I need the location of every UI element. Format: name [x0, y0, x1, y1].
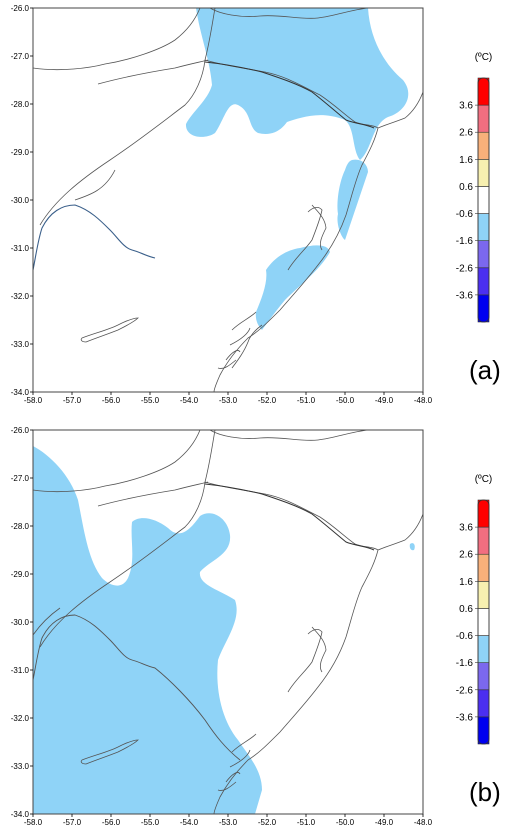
x-tick-label: -51.0 [297, 396, 316, 405]
y-tick-label: -34.0 [11, 810, 30, 819]
y-tick-label: -33.0 [11, 762, 30, 771]
colorbar-label: 0.6 [459, 604, 473, 615]
colorbar-segment [477, 267, 490, 296]
colorbar-unit: (ºC) [475, 52, 493, 63]
colorbar-segment [477, 77, 490, 106]
river-a-west [33, 204, 156, 271]
colorbar-label: -0.6 [456, 209, 474, 220]
colorbar-label: 2.6 [459, 550, 473, 561]
colorbar-segment [477, 240, 490, 269]
y-tick-label: -26.0 [11, 426, 30, 435]
y-tick-label: -29.0 [11, 148, 30, 157]
colorbar-segment [477, 213, 490, 241]
colorbar-segment [477, 662, 490, 691]
x-tick-label: -49.0 [375, 818, 394, 827]
colorbar-segment [477, 553, 490, 582]
coast-spot-b [409, 543, 415, 551]
colorbar-segment [477, 526, 490, 555]
colorbar-outline [477, 77, 490, 323]
colorbar-segment [477, 689, 490, 718]
y-tick-label: -28.0 [11, 522, 30, 531]
anomaly-region-a-coast [255, 245, 330, 330]
anomaly-region-a-lagoon [337, 159, 368, 240]
colorbar-segment [477, 635, 490, 663]
x-tick-label: -48.0 [414, 396, 433, 405]
x-tick-label: -52.0 [258, 396, 277, 405]
colorbar-outline [477, 499, 490, 745]
y-tick-label: -28.0 [11, 100, 30, 109]
panel-a: -58.0 -57.0 -56.0 -55.0 -54.0 -53.0 -52.0 -51.0… [11, 4, 501, 405]
colorbar-label: -0.6 [456, 631, 474, 642]
colorbar-label: 1.6 [459, 577, 473, 588]
colorbar-b: (ºC) 3.6 2.6 1.6 0.6 -0.6 -1.6 -2.6 -3.6 [456, 474, 493, 745]
y-tick-label: -30.0 [11, 196, 30, 205]
y-tick-label: -34.0 [11, 388, 30, 397]
x-tick-label: -51.0 [297, 818, 316, 827]
colorbar-label: -1.6 [456, 658, 474, 669]
y-tick-label: -26.0 [11, 4, 30, 13]
river-b-north [204, 483, 375, 551]
river-b-west [33, 614, 241, 761]
axis-ticks-b: -58.0 -57.0 -56.0 -55.0 -54.0 -53.0 -52.0 -51.0… [11, 426, 433, 827]
colorbar-label: 3.6 [459, 523, 473, 534]
colorbar-segment [477, 294, 490, 323]
colorbar-a: (ºC) 3.6 2.6 1.6 0.6 -0.6 -1.6 -2.6 -3.6 [456, 52, 493, 323]
colorbar-segment [477, 716, 490, 745]
colorbar-segment [477, 104, 490, 133]
river-a-north [204, 61, 375, 129]
x-tick-label: -53.0 [219, 818, 238, 827]
axis-ticks-a: -58.0 -57.0 -56.0 -55.0 -54.0 -53.0 -52.0 -51.0… [11, 4, 433, 405]
panel-b: -58.0 -57.0 -56.0 -55.0 -54.0 -53.0 -52.0 -51.0… [11, 426, 501, 827]
colorbar-label: -1.6 [456, 236, 474, 247]
y-tick-label: -32.0 [11, 714, 30, 723]
y-tick-label: -31.0 [11, 244, 30, 253]
y-tick-label: -31.0 [11, 666, 30, 675]
colorbar-segment [477, 131, 490, 160]
borders-b [33, 430, 423, 814]
x-tick-label: -50.0 [336, 818, 355, 827]
colorbar-label: 1.6 [459, 155, 473, 166]
colorbar-label: -3.6 [456, 712, 474, 723]
x-tick-label: -58.0 [24, 396, 43, 405]
colorbar-label: 2.6 [459, 128, 473, 139]
x-tick-label: -56.0 [102, 818, 121, 827]
y-tick-label: -32.0 [11, 292, 30, 301]
colorbar-segment [477, 581, 490, 609]
x-tick-label: -54.0 [180, 818, 199, 827]
colorbar-unit: (ºC) [475, 474, 493, 485]
colorbar-segment [477, 159, 490, 187]
x-tick-label: -49.0 [375, 396, 394, 405]
x-tick-label: -58.0 [24, 818, 43, 827]
x-tick-label: -50.0 [336, 396, 355, 405]
x-tick-label: -56.0 [102, 396, 121, 405]
x-tick-label: -48.0 [414, 818, 433, 827]
y-tick-label: -30.0 [11, 618, 30, 627]
panel-label-a: (a) [469, 355, 501, 385]
x-tick-label: -57.0 [63, 818, 82, 827]
colorbar-segment [477, 499, 490, 528]
y-tick-label: -27.0 [11, 52, 30, 61]
lake-b [80, 739, 139, 765]
colorbar-segment [477, 186, 490, 214]
colorbar-segment [477, 608, 490, 636]
y-tick-label: -27.0 [11, 474, 30, 483]
x-tick-label: -55.0 [141, 396, 160, 405]
colorbar-label: -3.6 [456, 290, 474, 301]
x-tick-label: -57.0 [63, 396, 82, 405]
lake-a [80, 317, 139, 343]
x-tick-label: -55.0 [141, 818, 160, 827]
x-tick-label: -54.0 [180, 396, 199, 405]
y-tick-label: -29.0 [11, 570, 30, 579]
x-tick-label: -53.0 [219, 396, 238, 405]
anomaly-region-b [33, 446, 262, 814]
y-tick-label: -33.0 [11, 340, 30, 349]
panel-label-b: (b) [469, 777, 501, 807]
colorbar-label: 3.6 [459, 101, 473, 112]
x-tick-label: -52.0 [258, 818, 277, 827]
colorbar-label: -2.6 [456, 685, 474, 696]
colorbar-label: 0.6 [459, 182, 473, 193]
colorbar-label: -2.6 [456, 263, 474, 274]
